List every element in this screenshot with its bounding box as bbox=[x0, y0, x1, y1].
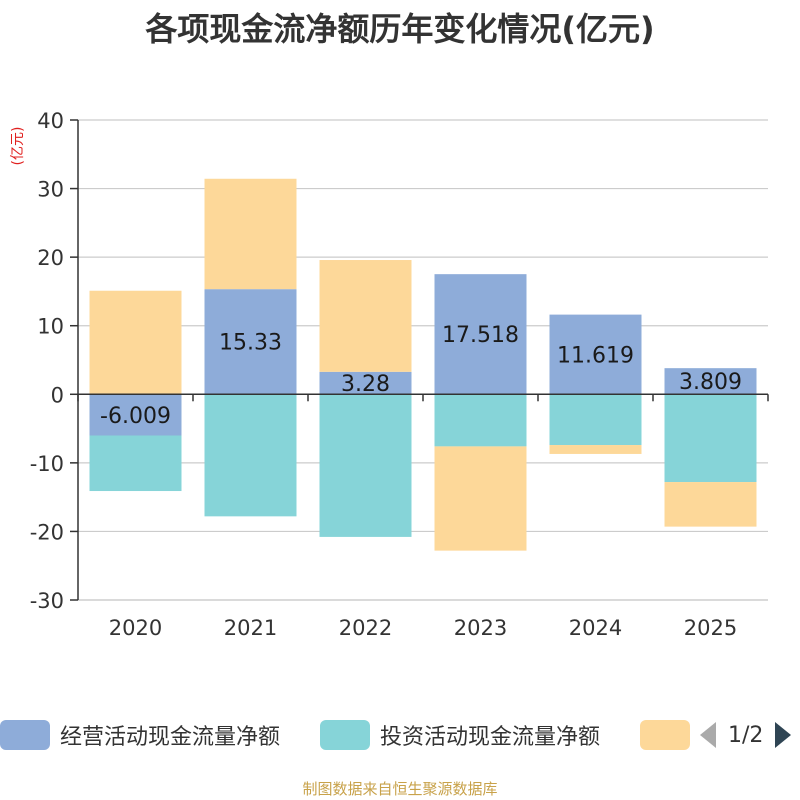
bar bbox=[204, 178, 297, 290]
data-label: -6.009 bbox=[100, 404, 171, 429]
bar bbox=[434, 274, 527, 395]
legend-item-investing[interactable]: 投资活动现金流量净额 bbox=[320, 718, 600, 752]
data-label: 11.619 bbox=[557, 343, 634, 368]
pager-text: 1/2 bbox=[728, 722, 764, 748]
y-tick-label: -20 bbox=[30, 520, 64, 544]
next-page-icon[interactable] bbox=[775, 722, 792, 748]
bar bbox=[549, 314, 642, 395]
source-note: 制图数据来自恒生聚源数据库 bbox=[302, 780, 498, 798]
legend-swatch bbox=[640, 720, 690, 750]
y-tick-label: 20 bbox=[37, 246, 64, 270]
bar bbox=[319, 394, 412, 537]
legend-item-operating[interactable]: 经营活动现金流量净额 bbox=[0, 718, 280, 752]
x-tick-label: 2022 bbox=[339, 616, 392, 640]
bar bbox=[664, 368, 757, 395]
bar bbox=[319, 371, 412, 395]
legend-swatch bbox=[320, 720, 370, 750]
y-tick-label: 10 bbox=[37, 315, 64, 339]
legend-pager: 1/2 bbox=[700, 718, 792, 752]
legend-swatch bbox=[0, 720, 50, 750]
x-tick-label: 2025 bbox=[684, 616, 737, 640]
bar bbox=[434, 394, 527, 447]
legend-label: 投资活动现金流量净额 bbox=[380, 725, 601, 750]
bar bbox=[89, 290, 182, 395]
x-tick-label: 2023 bbox=[454, 616, 507, 640]
y-tick-label: 30 bbox=[37, 178, 64, 202]
axes: -30 -20 -10 0 10 20 30 40 2020 2021 2022 2023 2024 20… bbox=[30, 109, 769, 640]
prev-page-icon[interactable] bbox=[700, 722, 716, 748]
bar bbox=[664, 482, 757, 527]
y-axis-label: (亿元) bbox=[10, 127, 26, 166]
data-labels: -6.009 15.33 3.28 17.518 11.619 3.809 bbox=[100, 323, 742, 429]
y-tick-label: 0 bbox=[51, 383, 64, 407]
x-tick-label: 2024 bbox=[569, 616, 622, 640]
bar bbox=[549, 394, 642, 446]
legend-label: 经营活动现金流量净额 bbox=[60, 725, 281, 750]
bar bbox=[434, 446, 527, 551]
bar-group bbox=[89, 178, 757, 551]
data-label: 17.518 bbox=[442, 323, 519, 348]
bar bbox=[89, 394, 182, 436]
bar bbox=[664, 394, 757, 483]
bar bbox=[204, 394, 297, 517]
data-label: 15.33 bbox=[219, 331, 282, 356]
y-tick-label: 40 bbox=[37, 109, 64, 133]
bar bbox=[549, 445, 642, 454]
bar bbox=[204, 289, 297, 395]
grid-lines bbox=[78, 119, 768, 601]
legend-item-financing[interactable] bbox=[640, 718, 700, 752]
x-tick-label: 2021 bbox=[224, 616, 277, 640]
x-tick-label: 2020 bbox=[109, 616, 162, 640]
y-tick-label: -10 bbox=[30, 452, 64, 476]
data-label: 3.28 bbox=[341, 372, 390, 397]
bar bbox=[319, 260, 412, 372]
y-tick-label: -30 bbox=[30, 589, 64, 613]
data-label: 3.809 bbox=[679, 370, 742, 395]
bar bbox=[89, 435, 182, 492]
chart-title: 各项现金流净额历年变化情况(亿元) bbox=[145, 10, 655, 48]
